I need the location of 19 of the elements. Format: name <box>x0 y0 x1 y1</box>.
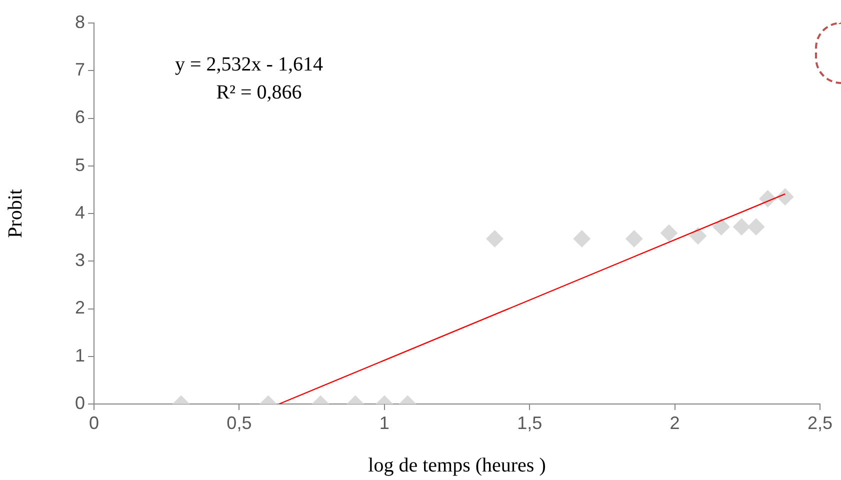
x-tick-label: 1 <box>379 412 390 433</box>
y-tick-label: 4 <box>74 202 85 222</box>
annotation: R² = 0,866 <box>216 81 302 104</box>
x-tick-label: 0 <box>88 412 100 433</box>
annotation: y = 2,532x - 1,614 <box>175 53 323 76</box>
y-tick-label: 6 <box>74 107 85 128</box>
y-tick-label: 2 <box>74 298 85 318</box>
x-axis-title: log de temps (heures ) <box>368 454 546 476</box>
x-tick-label: 0,5 <box>226 412 252 433</box>
x-tick-label: 2 <box>670 412 680 433</box>
y-tick-label: 8 <box>74 12 85 32</box>
y-tick-label: 7 <box>74 60 85 80</box>
y-tick-label: 1 <box>74 345 85 366</box>
y-tick-label: 5 <box>74 154 85 175</box>
y-tick-label: 3 <box>74 250 85 270</box>
y-tick-label: 0 <box>74 392 85 413</box>
y-axis-title: Probit <box>4 188 26 238</box>
x-tick-label: 1,5 <box>517 412 542 433</box>
x-tick-label: 2,5 <box>807 412 833 433</box>
